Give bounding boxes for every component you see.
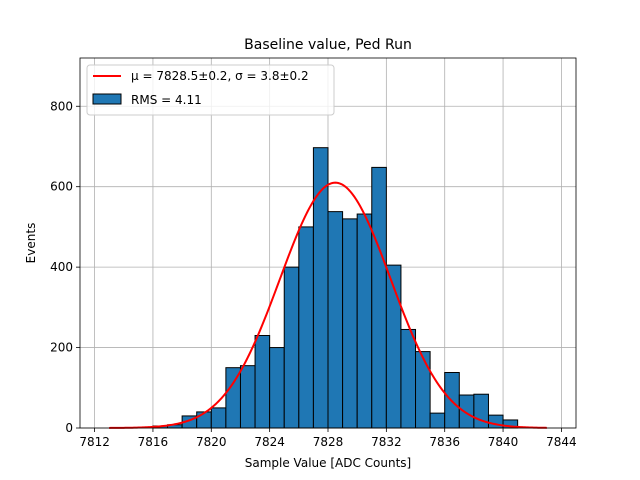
legend: μ = 7828.5±0.2, σ = 3.8±0.2 RMS = 4.11 bbox=[86, 64, 335, 116]
x-tick-label: 7832 bbox=[371, 435, 402, 449]
chart-title: Baseline value, Ped Run bbox=[244, 37, 412, 53]
legend-hist-swatch bbox=[92, 93, 122, 105]
histogram-bar bbox=[210, 407, 227, 429]
y-tick-label: 600 bbox=[50, 180, 73, 194]
histogram-bar bbox=[458, 394, 475, 429]
histogram-bar bbox=[415, 351, 431, 429]
fit-curve bbox=[109, 181, 547, 429]
histogram-bar bbox=[283, 266, 300, 429]
x-tick-label: 7812 bbox=[79, 435, 110, 449]
x-tick-label: 7828 bbox=[313, 435, 344, 449]
x-tick-label: 7824 bbox=[254, 435, 285, 449]
legend-fit-label: μ = 7828.5±0.2, σ = 3.8±0.2 bbox=[131, 69, 309, 83]
histogram-bar bbox=[239, 365, 256, 429]
x-axis: 7812 7816 7820 7824 7828 7832 7836 7840 7844 bbox=[79, 428, 577, 449]
legend-box bbox=[86, 64, 335, 116]
histogram-bar bbox=[269, 347, 285, 429]
histogram-bar bbox=[400, 328, 417, 429]
x-tick-label: 7844 bbox=[546, 435, 577, 449]
histogram-bar bbox=[298, 226, 314, 429]
x-tick-label: 7840 bbox=[488, 435, 519, 449]
histogram-bars bbox=[152, 147, 519, 429]
y-tick-label: 400 bbox=[50, 260, 73, 274]
y-tick-label: 800 bbox=[50, 99, 73, 113]
histogram-bar bbox=[254, 335, 271, 429]
histogram-bar bbox=[429, 412, 446, 429]
y-axis-label: Events bbox=[24, 223, 38, 264]
histogram-bar bbox=[371, 166, 387, 429]
x-tick-label: 7820 bbox=[196, 435, 227, 449]
x-tick-label: 7816 bbox=[138, 435, 169, 449]
histogram-bar bbox=[356, 213, 373, 429]
x-axis-label: Sample Value [ADC Counts] bbox=[245, 456, 411, 470]
y-axis: 0 200 400 600 800 bbox=[50, 99, 80, 435]
histogram-bar bbox=[327, 211, 344, 429]
y-tick-label: 0 bbox=[65, 421, 73, 435]
legend-hist-label: RMS = 4.11 bbox=[131, 93, 202, 107]
histogram-bar bbox=[342, 218, 358, 429]
y-tick-label: 200 bbox=[50, 341, 73, 355]
x-tick-label: 7836 bbox=[429, 435, 460, 449]
histogram-bar bbox=[196, 411, 212, 429]
